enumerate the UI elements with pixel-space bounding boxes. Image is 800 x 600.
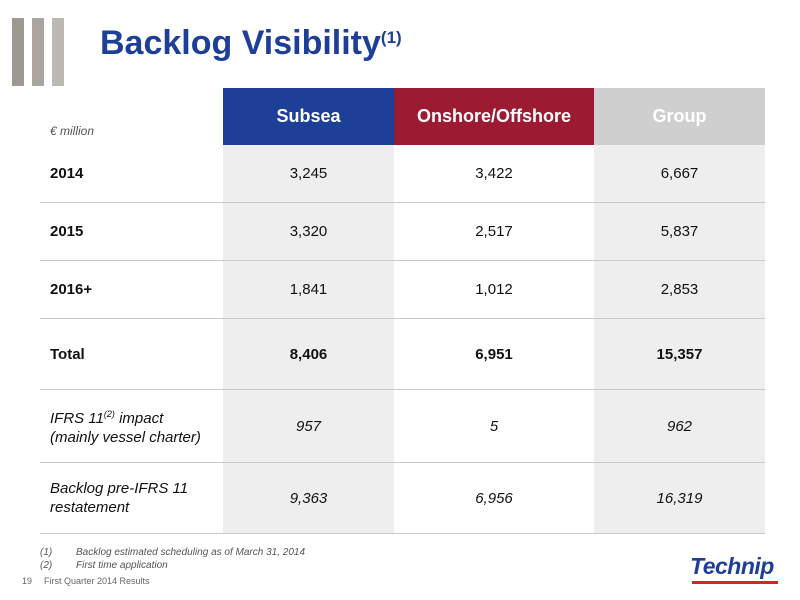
decor-bar: [12, 18, 24, 86]
row-label: 2015: [50, 223, 84, 240]
cell-group: 2,853: [660, 281, 699, 298]
cell-onshore: 6,956: [475, 489, 513, 507]
cell-onshore: 3,422: [475, 165, 513, 182]
footnote-text: First time application: [76, 560, 168, 571]
logo-underline: [692, 581, 778, 584]
header-group: Group: [594, 88, 765, 145]
footnote: (1) Backlog estimated scheduling as of Ma…: [40, 546, 305, 559]
row-label: IFRS 11(2) impact (mainly vessel charter…: [50, 390, 201, 462]
group-column-bg: [594, 145, 765, 534]
cell-group: 962: [666, 417, 693, 435]
row-label-line1: Backlog pre-IFRS 11: [50, 480, 189, 497]
unit-label: € million: [50, 124, 95, 138]
row-label-line2: restatement: [50, 499, 130, 516]
row-label-line1-tail: impact: [114, 410, 164, 427]
header-onshore-offshore: Onshore/Offshore: [394, 88, 594, 145]
page-number: 19: [22, 576, 33, 586]
row-label-line2: (mainly vessel charter): [50, 429, 201, 446]
table-row: 2016+ 1,841 1,012 2,853: [40, 261, 765, 319]
cell-subsea: 957: [295, 417, 322, 435]
backlog-table: € million Subsea Onshore/Offshore Group …: [40, 88, 765, 534]
cell-group: 6,667: [660, 165, 699, 182]
title-text: Backlog Visibility: [100, 24, 381, 62]
decor-bar: [52, 18, 64, 86]
cell-onshore: 1,012: [475, 281, 513, 298]
footnote-key: (2): [40, 560, 53, 571]
subsea-column-bg: [223, 145, 394, 534]
row-label-line1: IFRS 11: [50, 410, 104, 427]
row-label: 2016+: [50, 281, 93, 298]
table-row: Backlog pre-IFRS 11 restatement 9,363 6,…: [40, 463, 765, 534]
footnote-text: Backlog estimated scheduling as of March…: [76, 547, 306, 558]
table-row: IFRS 11(2) impact (mainly vessel charter…: [40, 390, 765, 463]
table-row: 2015 3,320 2,517 5,837: [40, 203, 765, 261]
footnote: (2) First time application: [40, 559, 305, 572]
cell-subsea: 3,245: [289, 165, 328, 182]
cell-group: 5,837: [660, 223, 699, 240]
title-footnote-ref: (1): [380, 28, 402, 47]
row-label: 2014: [50, 165, 84, 182]
footnotes: (1) Backlog estimated scheduling as of Ma…: [40, 546, 305, 572]
technip-logo: Technip: [690, 553, 774, 579]
row-label: Backlog pre-IFRS 11 restatement: [50, 463, 188, 533]
cell-onshore: 5: [489, 417, 499, 435]
cell-group: 15,357: [656, 345, 703, 363]
row-label-footnote-ref: (2): [103, 409, 115, 419]
cell-subsea: 8,406: [289, 345, 328, 363]
footer-text: First Quarter 2014 Results: [44, 576, 150, 586]
header-subsea: Subsea: [223, 88, 394, 145]
cell-subsea: 9,363: [289, 489, 328, 507]
row-label: Total: [50, 345, 85, 363]
page-title: Backlog Visibility(1): [100, 24, 402, 63]
cell-subsea: 3,320: [289, 223, 328, 240]
cell-group: 16,319: [656, 489, 703, 507]
decor-bar: [32, 18, 44, 86]
table-row-total: Total 8,406 6,951 15,357: [40, 319, 765, 390]
footnote-key: (1): [40, 547, 53, 558]
cell-subsea: 1,841: [289, 281, 328, 298]
cell-onshore: 6,951: [475, 345, 513, 363]
slide-footer: 19 First Quarter 2014 Results: [22, 576, 150, 586]
cell-onshore: 2,517: [475, 223, 513, 240]
table-row: 2014 3,245 3,422 6,667: [40, 145, 765, 203]
